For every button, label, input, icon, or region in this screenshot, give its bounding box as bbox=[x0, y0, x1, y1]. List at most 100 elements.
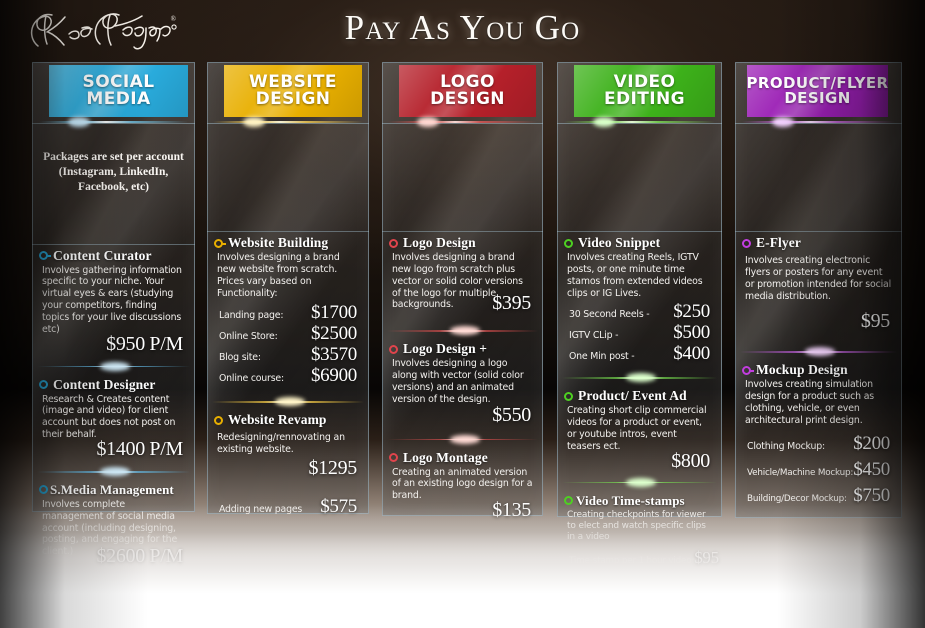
service-price-suffix: P/M bbox=[149, 332, 183, 355]
pricing-column-social-media: SOCIAL MEDIA Packages are set per accoun… bbox=[32, 62, 195, 567]
column-body: Video Snippet Involves creating Reels, I… bbox=[557, 124, 722, 570]
column-spacer bbox=[735, 124, 902, 231]
service-item[interactable]: Video Snippet Involves creating Reels, I… bbox=[557, 231, 722, 367]
service-item[interactable]: Product/ Event Ad Creating short clip co… bbox=[557, 385, 722, 474]
service-divider-flare bbox=[382, 433, 543, 446]
service-title-row: Logo Design + bbox=[389, 341, 535, 357]
ring-bullet-icon bbox=[742, 365, 754, 375]
service-item[interactable]: Content Curator Involves gathering infor… bbox=[32, 243, 195, 358]
price-row-label: Online course: bbox=[219, 373, 284, 385]
service-description: Involves gathering information specific … bbox=[42, 264, 182, 335]
price-row-value: $6900 bbox=[310, 365, 357, 387]
ring-bullet-icon bbox=[389, 344, 398, 354]
price-row: IGTV CLip - $500 bbox=[564, 322, 714, 344]
ring-bullet-icon bbox=[742, 238, 751, 248]
column-header-banner: LOGO DESIGN bbox=[399, 65, 536, 117]
price-row-label: Time-stamp per 1 hour video: bbox=[569, 555, 695, 566]
service-title-row: Website Building bbox=[214, 235, 361, 251]
service-name: Video Time-stamps bbox=[576, 492, 685, 508]
price-row: Landing page: $1700 bbox=[214, 302, 361, 324]
ring-bullet-icon bbox=[564, 391, 573, 401]
service-name: Content Curator bbox=[53, 247, 152, 263]
price-row-label: Vehicle/Machine Mockup: bbox=[747, 467, 854, 478]
service-item[interactable]: Mockup Design Involves creating simulati… bbox=[735, 359, 902, 508]
service-item[interactable]: Logo Design Involves designing a brand n… bbox=[382, 231, 543, 317]
service-title-row: S.Media Management bbox=[39, 482, 187, 498]
column-body: Logo Design Involves designing a brand n… bbox=[382, 124, 543, 524]
service-item[interactable]: Logo Design + Involves designing a logo … bbox=[382, 338, 543, 428]
price-row: One Min post - $400 bbox=[564, 343, 714, 365]
service-name: E-Flyer bbox=[756, 235, 801, 250]
service-item[interactable]: Website Revamp Redesigning/rennovating a… bbox=[207, 409, 369, 520]
price-row-label: Blog site: bbox=[219, 352, 261, 364]
column-title: PRODUCT/FLYER DESIGN bbox=[747, 73, 888, 107]
price-row-label: Building/Decor Mockup: bbox=[747, 493, 847, 504]
service-title-row: Mockup Design bbox=[742, 362, 894, 378]
service-description: Involves creating simulation design for … bbox=[745, 379, 875, 426]
price-row: Blog site: $3570 bbox=[214, 344, 361, 366]
service-divider-flare bbox=[557, 476, 722, 489]
service-title-row: Logo Montage bbox=[389, 450, 535, 466]
price-row: Vehicle/Machine Mockup: $450 bbox=[742, 459, 894, 481]
pricing-column-logo-design: LOGO DESIGN Logo Design Involves designi… bbox=[382, 62, 543, 521]
service-description: Involves creating Reels, IGTV posts, or … bbox=[567, 252, 703, 299]
service-price-row: $950 P/M bbox=[39, 333, 187, 356]
column-body: Website Building Involves designing a br… bbox=[207, 124, 369, 520]
service-item[interactable]: E-Flyer Involves creating electronic fly… bbox=[735, 231, 902, 335]
service-name: Logo Design + bbox=[403, 341, 488, 357]
service-price: $950 bbox=[106, 332, 145, 355]
service-description: Involves designing a logo along with vec… bbox=[392, 358, 524, 405]
price-row-value: $500 bbox=[673, 322, 710, 344]
price-row-label: Online Store: bbox=[219, 331, 278, 343]
column-header-banner: VIDEO EDITING bbox=[574, 65, 715, 117]
service-price-suffix: P/M bbox=[149, 437, 183, 460]
service-name: Product/ Event Ad bbox=[578, 388, 687, 404]
service-price: $2600 bbox=[96, 545, 145, 568]
price-row-value: $750 bbox=[853, 484, 890, 506]
service-divider-flare bbox=[382, 324, 543, 337]
ring-bullet-icon bbox=[39, 380, 48, 390]
column-body: E-Flyer Involves creating electronic fly… bbox=[735, 124, 902, 509]
service-item[interactable]: Video Time-stamps Creating checkpoints f… bbox=[557, 490, 722, 570]
price-row-value: $1700 bbox=[310, 302, 357, 324]
service-description: Involves creating electronic flyers or p… bbox=[745, 255, 892, 302]
ring-bullet-icon bbox=[564, 238, 573, 248]
service-item[interactable]: S.Media Management Involves complete man… bbox=[32, 479, 195, 570]
service-price: $1295 bbox=[308, 457, 357, 480]
service-description: Creating short clip commercial videos fo… bbox=[567, 405, 707, 452]
service-name: Website Revamp bbox=[228, 412, 327, 428]
price-row-label: IGTV CLip - bbox=[569, 330, 619, 342]
service-item[interactable]: Website Building Involves designing a br… bbox=[207, 231, 369, 389]
column-spacer bbox=[382, 124, 543, 231]
service-title-row: Content Curator bbox=[39, 248, 187, 264]
price-row: Building/Decor Mockup: $750 bbox=[742, 485, 894, 507]
price-row: Online course: $6900 bbox=[214, 365, 361, 387]
ring-bullet-icon bbox=[564, 496, 573, 506]
service-item[interactable]: Content Designer Research & Creates cont… bbox=[32, 374, 195, 463]
service-description: Research & Creates content (image and vi… bbox=[42, 393, 176, 441]
price-row: Clothing Mockup: $200 bbox=[742, 433, 894, 455]
price-row-value: $200 bbox=[853, 432, 890, 454]
service-name: Logo Design bbox=[403, 235, 476, 250]
pricing-column-website-design: WEBSITE DESIGN Website Building Involves… bbox=[207, 62, 369, 517]
price-row-value: $400 bbox=[673, 343, 710, 365]
service-divider-flare bbox=[32, 465, 195, 478]
price-row-label: One Min post - bbox=[569, 351, 635, 363]
price-row-label: Clothing Mockup: bbox=[747, 440, 825, 452]
column-header-banner: WEBSITE DESIGN bbox=[224, 65, 362, 117]
service-name: Video Snippet bbox=[578, 235, 661, 250]
ring-bullet-icon bbox=[39, 485, 48, 495]
price-row: Online Store: $2500 bbox=[214, 323, 361, 345]
service-item[interactable]: Logo Montage Creating an animated versio… bbox=[382, 447, 543, 525]
ring-bullet-icon bbox=[214, 415, 223, 425]
service-title-row: Video Snippet bbox=[564, 235, 714, 251]
ring-bullet-icon bbox=[39, 251, 51, 261]
price-row-label: Adding new pages bbox=[219, 504, 303, 516]
service-description: Involves designing a brand new website f… bbox=[217, 252, 340, 299]
column-title: WEBSITE DESIGN bbox=[249, 71, 337, 109]
service-name: Logo Montage bbox=[403, 449, 488, 465]
price-row-value: $95 bbox=[694, 547, 719, 567]
service-title-row: Content Designer bbox=[39, 377, 187, 393]
service-title-row: Website Revamp bbox=[214, 412, 361, 428]
